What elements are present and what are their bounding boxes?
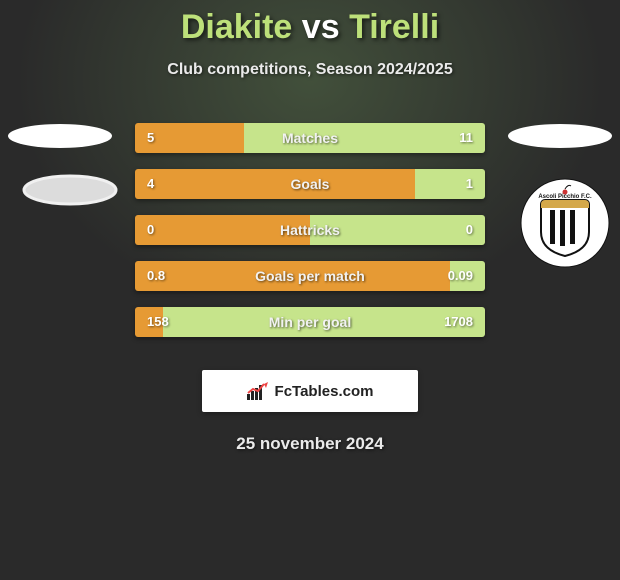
ellipse-outline-icon: [20, 168, 120, 212]
brand-label: FcTables.com: [275, 383, 374, 400]
club-crest-icon: Ascoli Picchio F.C.: [520, 178, 610, 268]
stat-label: Hattricks: [135, 215, 485, 245]
stat-row: 1581708Min per goal: [135, 307, 485, 337]
page-title: Diakite vs Tirelli: [0, 0, 620, 47]
svg-text:Ascoli Picchio F.C.: Ascoli Picchio F.C.: [538, 194, 592, 200]
team-left-badge-1: [5, 118, 115, 154]
stat-row: 00Hattricks: [135, 215, 485, 245]
bars-chart-icon: [247, 382, 269, 400]
stat-label: Goals per match: [135, 261, 485, 291]
brand-badge: FcTables.com: [202, 370, 418, 412]
stat-row: 41Goals: [135, 169, 485, 199]
vs-separator: vs: [302, 8, 340, 46]
team-right-badge-1: [505, 118, 615, 154]
stat-bars: 511Matches 41Goals 00Hattricks 0.80.09Goals…: [135, 123, 485, 353]
stat-label: Min per goal: [135, 307, 485, 337]
date-line: 25 november 2024: [0, 434, 620, 454]
ellipse-icon: [5, 118, 115, 154]
player1-name: Diakite: [181, 8, 293, 46]
stat-row: 0.80.09Goals per match: [135, 261, 485, 291]
stat-label: Matches: [135, 123, 485, 153]
team-left-badge-2: [20, 168, 120, 212]
team-right-crest: Ascoli Picchio F.C.: [520, 178, 610, 268]
content: Diakite vs Tirelli Club competitions, Se…: [0, 0, 620, 79]
ellipse-icon: [505, 118, 615, 154]
subtitle: Club competitions, Season 2024/2025: [0, 61, 620, 79]
stat-label: Goals: [135, 169, 485, 199]
brand-row: FcTables.com 25 november 2024: [0, 352, 620, 454]
stat-row: 511Matches: [135, 123, 485, 153]
player2-name: Tirelli: [349, 8, 439, 46]
